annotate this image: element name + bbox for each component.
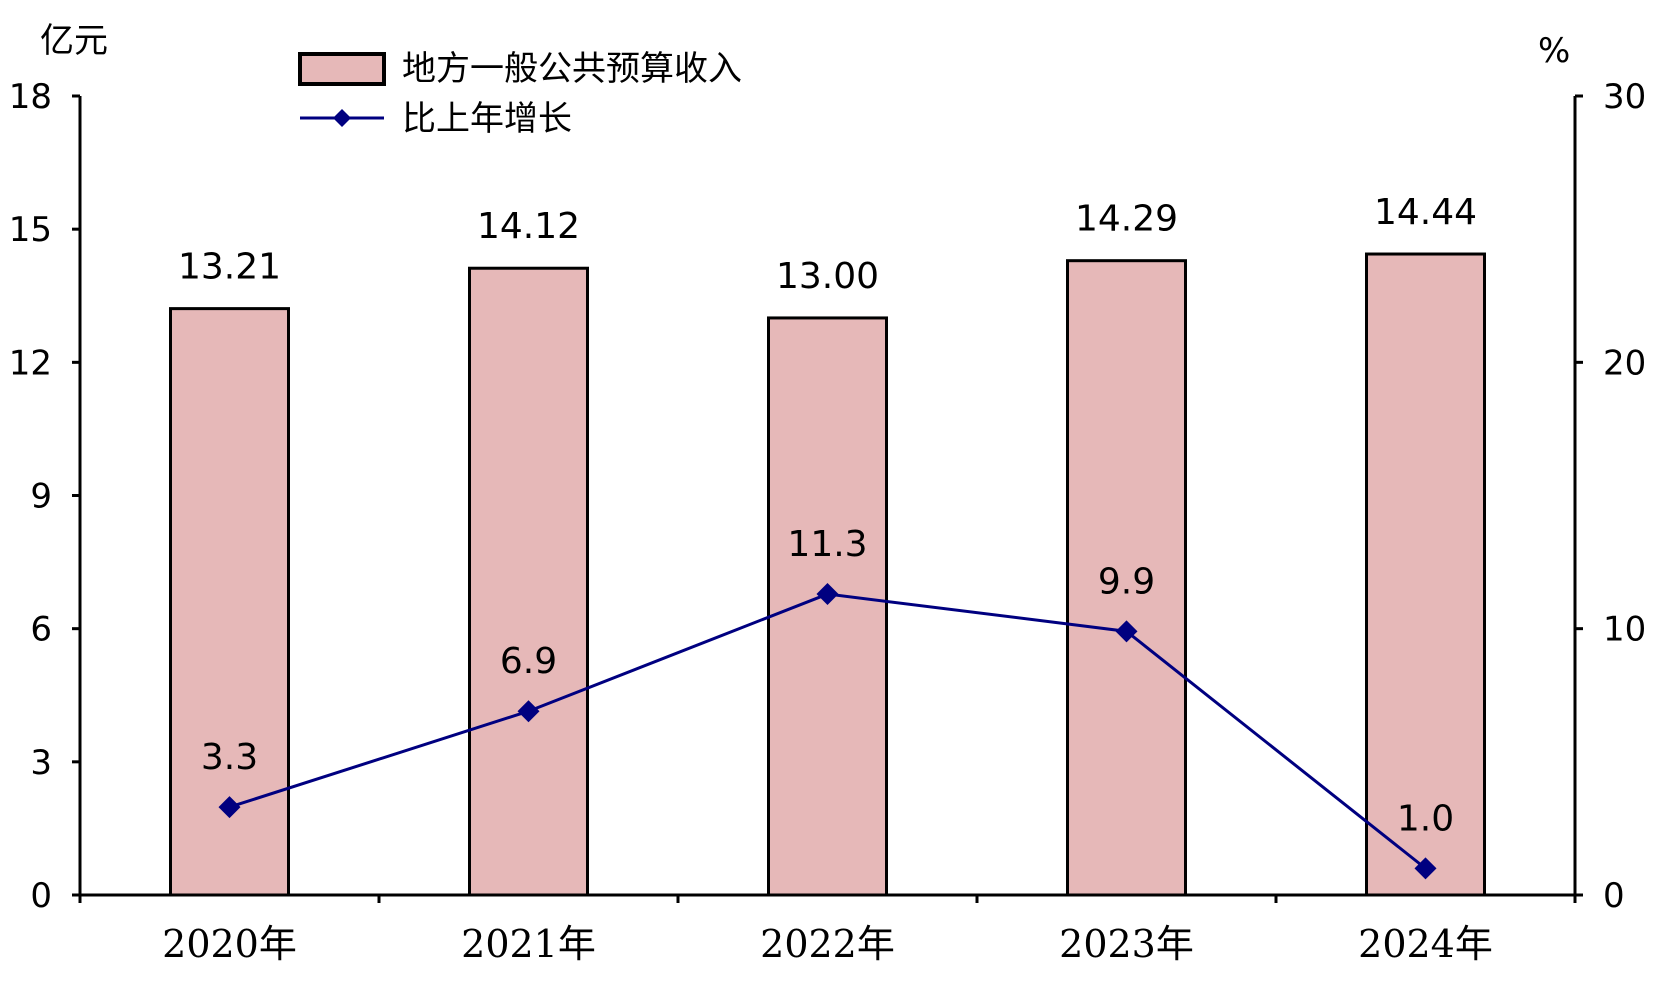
bar-value-label: 13.21 xyxy=(178,247,281,288)
legend-bar-label: 地方一般公共预算收入 xyxy=(402,49,742,89)
line-point-marker xyxy=(1414,857,1437,880)
x-tick-label: 2022年 xyxy=(760,922,895,966)
left-tick-label: 6 xyxy=(30,610,52,650)
bar xyxy=(767,316,888,897)
left-tick-label: 9 xyxy=(30,477,52,517)
bar xyxy=(1066,259,1187,897)
legend: 地方一般公共预算收入 比上年增长 xyxy=(298,49,742,139)
bar xyxy=(468,266,589,897)
right-axis-unit: % xyxy=(1538,31,1570,71)
line-point-marker xyxy=(816,583,839,606)
right-tick-label: 20 xyxy=(1603,343,1646,383)
line-value-label: 9.9 xyxy=(1098,561,1155,602)
left-tick-label: 18 xyxy=(9,77,52,117)
bar-value-label: 14.44 xyxy=(1374,192,1477,233)
bar-value-label: 14.29 xyxy=(1075,199,1178,240)
x-tick-label: 2024年 xyxy=(1358,922,1493,966)
x-tick-label: 2021年 xyxy=(461,922,596,966)
left-tick-label: 0 xyxy=(30,876,52,916)
left-axis-unit: 亿元 xyxy=(40,21,108,61)
bar-value-label: 13.00 xyxy=(776,256,879,297)
right-tick-label: 0 xyxy=(1603,876,1625,916)
line-point-marker xyxy=(218,796,241,819)
line-point-marker xyxy=(517,700,540,723)
line-value-label: 1.0 xyxy=(1397,798,1454,839)
legend-line-label: 比上年增长 xyxy=(402,99,572,139)
right-tick-label: 30 xyxy=(1603,77,1646,117)
line-value-label: 3.3 xyxy=(201,737,258,778)
legend-line-marker xyxy=(333,109,351,127)
left-tick-label: 15 xyxy=(9,210,52,250)
x-tick-label: 2020年 xyxy=(162,922,297,966)
line-value-label: 11.3 xyxy=(787,524,867,565)
bar-value-label: 14.12 xyxy=(477,206,580,247)
right-tick-label: 10 xyxy=(1603,610,1646,650)
x-tick-label: 2023年 xyxy=(1059,922,1194,966)
line-point-marker xyxy=(1115,620,1138,643)
line-value-label: 6.9 xyxy=(500,641,557,682)
left-tick-label: 12 xyxy=(9,343,52,383)
left-tick-label: 3 xyxy=(30,743,52,783)
plot-area: 13.21 14.12 13.00 14.29 14.44 0 3 6 9 12 15 18 0 10 20… xyxy=(9,77,1647,966)
legend-bar-swatch xyxy=(298,52,386,86)
